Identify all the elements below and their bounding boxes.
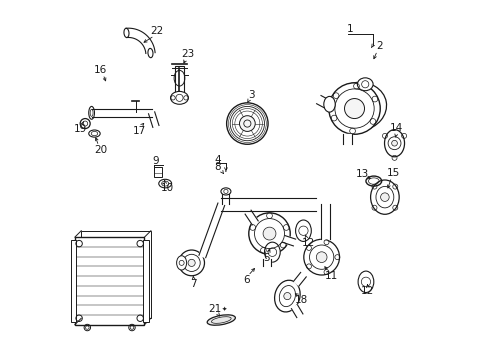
Text: 11: 11 (324, 271, 337, 281)
Polygon shape (91, 109, 151, 117)
Ellipse shape (384, 130, 404, 157)
Circle shape (328, 83, 380, 134)
Polygon shape (316, 95, 330, 109)
Ellipse shape (207, 315, 235, 325)
Polygon shape (291, 305, 302, 318)
Ellipse shape (264, 242, 280, 262)
Bar (70, 240, 76, 322)
Text: 22: 22 (150, 26, 163, 36)
Circle shape (179, 250, 204, 276)
Text: 16: 16 (94, 65, 107, 75)
Ellipse shape (221, 188, 230, 195)
Ellipse shape (357, 78, 372, 91)
Ellipse shape (357, 271, 373, 293)
Text: 6: 6 (243, 275, 249, 285)
Text: 13: 13 (355, 168, 368, 179)
Polygon shape (221, 198, 315, 211)
Ellipse shape (323, 96, 335, 112)
Circle shape (239, 116, 255, 131)
Text: 18: 18 (294, 296, 307, 305)
Bar (81, 231, 151, 318)
Polygon shape (293, 273, 305, 286)
Text: 23: 23 (181, 49, 194, 59)
Polygon shape (320, 204, 329, 239)
Text: 20: 20 (94, 145, 107, 156)
Ellipse shape (329, 82, 386, 131)
Circle shape (248, 213, 290, 254)
Polygon shape (342, 134, 351, 144)
Text: 8: 8 (214, 162, 221, 172)
Polygon shape (148, 112, 159, 127)
Text: 7: 7 (190, 279, 197, 289)
Text: 3: 3 (248, 90, 254, 100)
Text: 10: 10 (161, 183, 174, 193)
Text: 12: 12 (301, 238, 314, 248)
Polygon shape (199, 203, 224, 258)
Polygon shape (282, 235, 295, 246)
Text: 1: 1 (346, 23, 353, 33)
Text: 4: 4 (214, 155, 220, 165)
Circle shape (344, 99, 364, 118)
Circle shape (303, 239, 339, 275)
Circle shape (226, 103, 267, 144)
Circle shape (188, 259, 195, 266)
Ellipse shape (274, 280, 300, 312)
Circle shape (316, 252, 326, 262)
Circle shape (380, 193, 388, 202)
Circle shape (391, 140, 397, 146)
Bar (153, 167, 162, 177)
Bar (175, 66, 183, 96)
Bar (143, 240, 148, 322)
Bar (75, 237, 144, 325)
Circle shape (283, 293, 290, 300)
Text: 21: 21 (208, 304, 222, 314)
Polygon shape (126, 28, 155, 53)
Polygon shape (222, 193, 229, 204)
Text: 19: 19 (73, 123, 87, 134)
Ellipse shape (176, 256, 186, 270)
Text: 17: 17 (132, 126, 145, 136)
Polygon shape (244, 210, 258, 225)
Ellipse shape (159, 179, 171, 188)
Text: 9: 9 (152, 157, 159, 166)
Text: 14: 14 (389, 123, 403, 133)
Circle shape (263, 227, 275, 240)
Ellipse shape (370, 180, 398, 214)
Ellipse shape (295, 220, 311, 242)
Text: ✦: ✦ (221, 307, 226, 312)
Polygon shape (263, 258, 270, 266)
Text: 15: 15 (386, 168, 400, 178)
Text: 5: 5 (263, 252, 269, 262)
Text: 12: 12 (360, 287, 374, 296)
Text: 2: 2 (375, 41, 382, 51)
Ellipse shape (170, 91, 188, 104)
